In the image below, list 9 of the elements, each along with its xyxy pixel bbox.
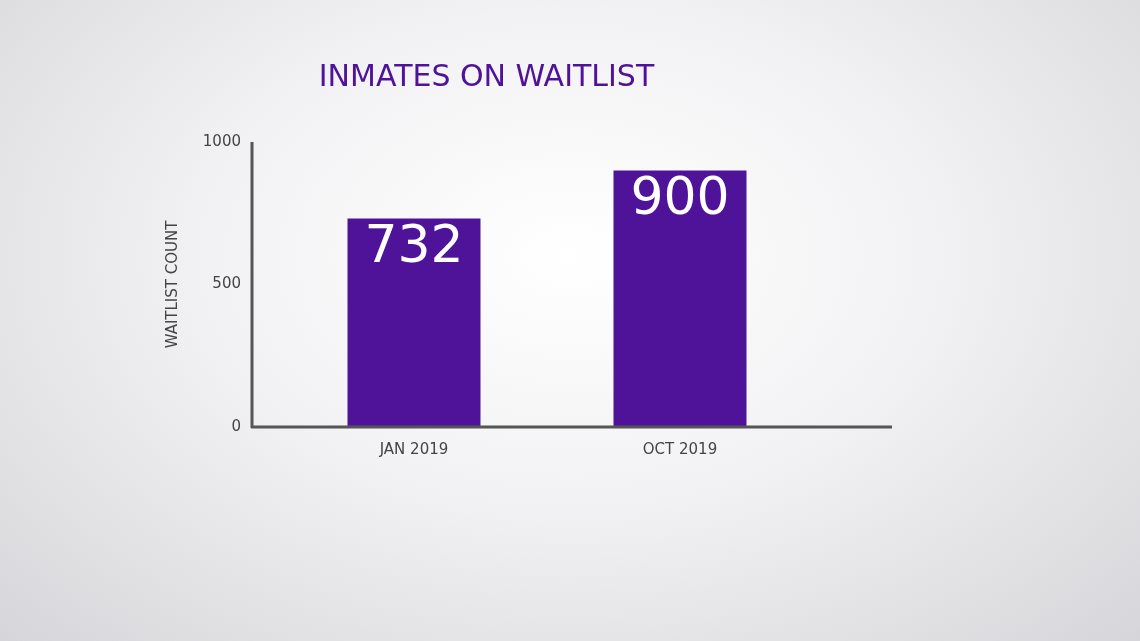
data-label: 732 — [364, 213, 464, 274]
x-tick-label: JAN 2019 — [378, 439, 449, 458]
y-tick-label: 0 — [231, 416, 241, 435]
data-label: 900 — [630, 166, 730, 227]
y-axis-title: WAITLIST COUNT — [162, 219, 181, 349]
x-tick-label: OCT 2019 — [642, 439, 718, 458]
y-tick-label: 500 — [212, 274, 241, 293]
chart-title: INMATES ON WAITLIST — [318, 57, 655, 93]
y-tick-label: 1000 — [202, 131, 241, 150]
